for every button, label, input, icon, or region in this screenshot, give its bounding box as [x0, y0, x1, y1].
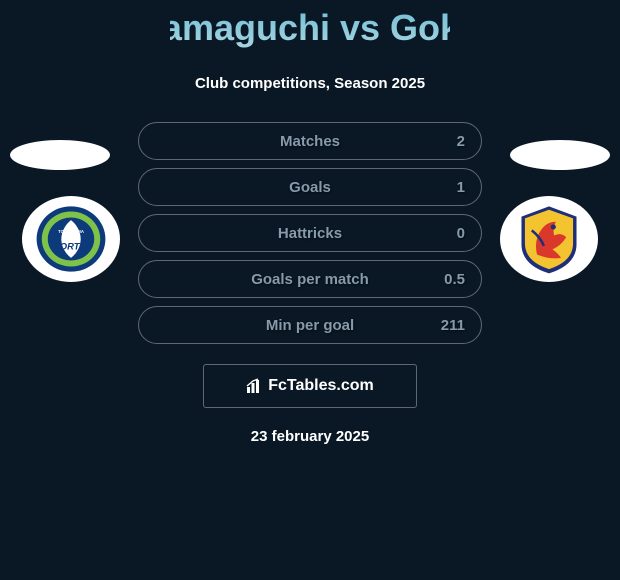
attribution-text: FcTables.com	[268, 377, 374, 395]
svg-text:TOKUSHIMA: TOKUSHIMA	[58, 229, 84, 234]
player-photo-placeholder-left	[10, 140, 110, 170]
stat-label: Goals	[289, 179, 331, 196]
stat-value: 0.5	[444, 271, 465, 288]
stats-list: Matches 2 Goals 1 Hattricks 0 Goals per …	[138, 122, 482, 344]
title: Yamaguchi vs Goke	[170, 8, 450, 61]
team-badge-left: TOKUSHIMA VORTIS	[22, 196, 120, 282]
team-badge-right	[500, 196, 598, 282]
stat-row-goals-per-match: Goals per match 0.5	[138, 260, 482, 298]
stat-value: 0	[457, 225, 465, 242]
stat-value: 2	[457, 133, 465, 150]
player-photo-placeholder-right	[510, 140, 610, 170]
stat-row-goals: Goals 1	[138, 168, 482, 206]
stat-label: Min per goal	[266, 317, 354, 334]
main-area: TOKUSHIMA VORTIS Matches 2 Goals 1	[0, 122, 620, 344]
bar-chart-icon	[246, 377, 264, 395]
stat-label: Hattricks	[278, 225, 342, 242]
comparison-card: Yamaguchi vs Goke Club competitions, Sea…	[0, 0, 620, 445]
stat-row-matches: Matches 2	[138, 122, 482, 160]
stat-value: 211	[441, 317, 465, 334]
subtitle: Club competitions, Season 2025	[195, 75, 425, 92]
title-vs: vs	[340, 8, 380, 48]
stat-label: Goals per match	[251, 271, 369, 288]
tokushima-vortis-logo-icon: TOKUSHIMA VORTIS	[22, 196, 120, 282]
svg-text:Yamaguchi vs Goke: Yamaguchi vs Goke	[170, 8, 450, 48]
attribution-box[interactable]: FcTables.com	[203, 364, 417, 408]
date-text: 23 february 2025	[251, 428, 369, 445]
vegalta-sendai-logo-icon	[500, 196, 598, 282]
stat-row-min-per-goal: Min per goal 211	[138, 306, 482, 344]
svg-text:VORTIS: VORTIS	[53, 241, 89, 252]
title-player2: Goke	[390, 8, 450, 48]
stat-row-hattricks: Hattricks 0	[138, 214, 482, 252]
stat-value: 1	[457, 179, 465, 196]
title-player1: Yamaguchi	[170, 8, 330, 48]
stat-label: Matches	[280, 133, 340, 150]
